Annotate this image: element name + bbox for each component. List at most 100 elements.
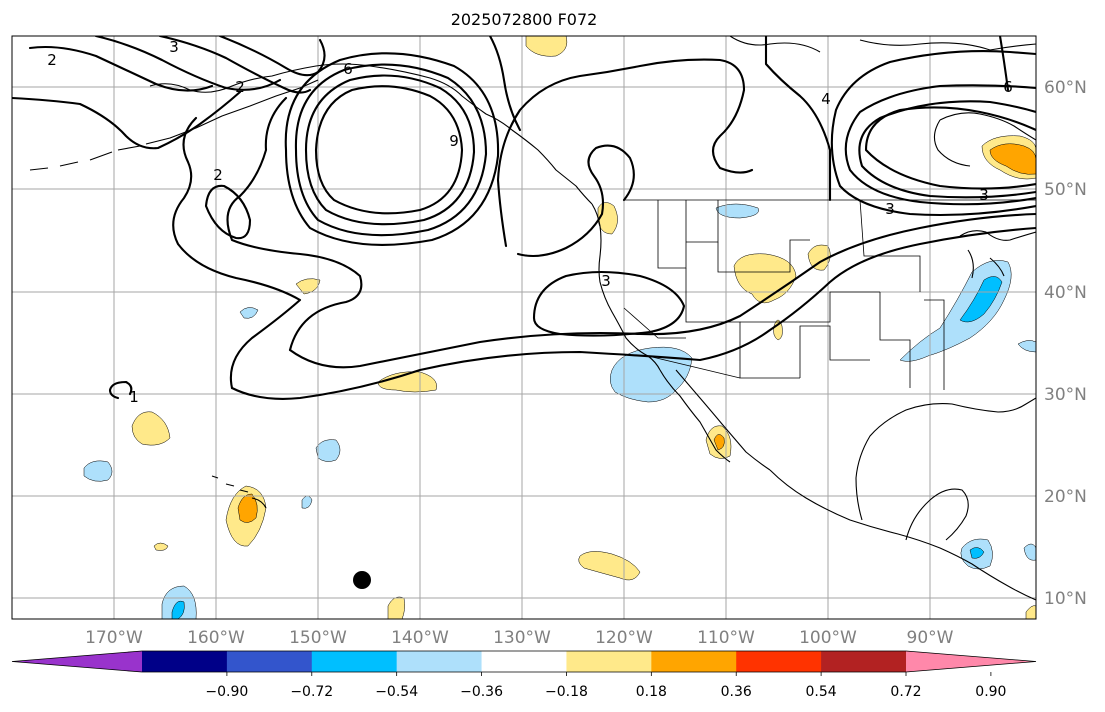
lon-label: 140°W bbox=[391, 628, 449, 648]
colorbar-tick-label: −0.36 bbox=[460, 684, 503, 700]
colorbar-tick-label: 0.36 bbox=[721, 684, 752, 700]
contour-lines bbox=[12, 36, 1036, 400]
anomaly-yellow-south-2 bbox=[578, 551, 641, 581]
anomaly-blue-east-edge-2 bbox=[1017, 340, 1036, 353]
colorbar-extend-low bbox=[12, 651, 142, 672]
lon-label: 170°W bbox=[85, 628, 143, 648]
colorbar-tick-label: −0.72 bbox=[290, 684, 333, 700]
contour-label: 3 bbox=[885, 200, 895, 218]
anomaly-blue-socal bbox=[609, 346, 693, 403]
map-background bbox=[12, 36, 1036, 619]
coast-hudson bbox=[933, 112, 1036, 167]
lon-label: 160°W bbox=[187, 628, 245, 648]
lon-label: 90°W bbox=[907, 628, 954, 648]
colorbar-tick-label: 0.90 bbox=[975, 684, 1006, 700]
colorbar-tick-label: 0.72 bbox=[890, 684, 921, 700]
tropical-cyclone-marker bbox=[353, 571, 371, 589]
coast-yucatan bbox=[905, 488, 969, 541]
contour-inner-west bbox=[218, 36, 326, 77]
contour-subtropical-outer bbox=[172, 116, 302, 390]
contour-far-west-4 bbox=[158, 36, 312, 94]
coast-mexico-west bbox=[769, 469, 1036, 601]
colorbar-tick-label: −0.18 bbox=[545, 684, 588, 700]
lat-label: 50°N bbox=[1044, 180, 1087, 200]
anomaly-blue-east-pac bbox=[315, 439, 341, 462]
contour-far-west-3 bbox=[94, 36, 282, 91]
coast-great-lakes bbox=[959, 230, 1036, 279]
contour-label: 2 bbox=[213, 166, 223, 184]
lon-label: 150°W bbox=[289, 628, 347, 648]
positive-anomaly-shading bbox=[131, 36, 1036, 619]
figure-title: 2025072800 F072 bbox=[451, 10, 598, 29]
anomaly-blue-hawaii-w bbox=[83, 460, 113, 482]
coast-gulf-california bbox=[675, 369, 771, 471]
map-layers: 2 3 6 2 9 2 3 4 6 3 3 1 bbox=[12, 36, 1036, 619]
coast-gulf-mexico bbox=[855, 397, 1036, 521]
anomaly-yellow-south-1 bbox=[153, 542, 169, 551]
contour-label: 3 bbox=[601, 272, 611, 290]
contour-3-closed bbox=[532, 270, 686, 337]
contour-label: 3 bbox=[169, 38, 179, 56]
colorbar-segment bbox=[311, 651, 398, 672]
contour-west-coast-2 bbox=[516, 144, 635, 258]
colorbar-segment bbox=[566, 651, 652, 672]
lon-label: 120°W bbox=[595, 628, 653, 648]
anomaly-orange-hudson bbox=[989, 143, 1036, 175]
contour-east-3 bbox=[830, 50, 1036, 217]
contour-subtropical-inner bbox=[226, 96, 363, 352]
anomaly-yellow-rockies bbox=[733, 253, 797, 304]
longitude-labels: 170°W 160°W 150°W 140°W 130°W 120°W 110°… bbox=[85, 628, 954, 648]
coast-hawaii bbox=[211, 475, 267, 509]
colorbar-tick-label: 0.18 bbox=[636, 684, 667, 700]
anomaly-blue-alaska bbox=[715, 203, 759, 219]
colorbar-segment bbox=[821, 651, 907, 672]
lat-label: 40°N bbox=[1044, 283, 1087, 303]
contour-label-group: 2 3 6 2 9 2 3 4 6 3 3 1 bbox=[47, 38, 1013, 406]
colorbar-segment bbox=[651, 651, 737, 672]
coast-arctic bbox=[729, 36, 1036, 53]
contour-northeast bbox=[764, 36, 832, 202]
contour-label: 6 bbox=[1003, 78, 1013, 96]
lon-label: 100°W bbox=[799, 628, 857, 648]
contour-label: 6 bbox=[343, 60, 353, 78]
anomaly-blue-east-edge bbox=[1023, 543, 1036, 561]
contour-label: 9 bbox=[449, 132, 459, 150]
colorbar: −0.90 −0.72 −0.54 −0.36 −0.18 0.18 0.36 0.54 0.7… bbox=[11, 650, 1037, 700]
contour-label: 4 bbox=[821, 90, 831, 108]
negative-anomaly-shading bbox=[83, 203, 1036, 619]
contour-north-coast bbox=[488, 36, 522, 132]
lat-label: 10°N bbox=[1044, 589, 1087, 609]
colorbar-tick-label: −0.54 bbox=[375, 684, 418, 700]
anomaly-cyan-central-america bbox=[969, 547, 985, 559]
lat-label: 20°N bbox=[1044, 487, 1087, 507]
anomaly-yellow-hawaii-nw bbox=[131, 411, 171, 446]
colorbar-segment bbox=[736, 651, 822, 672]
contour-band-2 bbox=[288, 212, 1036, 369]
anomaly-orange-hawaii bbox=[237, 493, 258, 523]
anomaly-cyan-south bbox=[171, 600, 185, 619]
contour-high-center-4 bbox=[284, 52, 500, 246]
anomaly-yellow-pacific-mid bbox=[377, 371, 437, 393]
coast-us-west bbox=[591, 203, 661, 371]
anomaly-yellow-se-corner bbox=[1025, 605, 1036, 619]
contour-west-coast bbox=[496, 58, 754, 248]
contour-high-center-1 bbox=[314, 85, 464, 215]
contour-band-1 bbox=[230, 226, 1036, 400]
coast-alaska-south bbox=[149, 63, 593, 205]
anomaly-yellow-small-1 bbox=[295, 278, 321, 295]
contour-label: 3 bbox=[979, 186, 989, 204]
coastlines bbox=[29, 36, 1036, 601]
lat-label: 60°N bbox=[1044, 78, 1087, 98]
anomaly-yellow-north-coast bbox=[525, 36, 568, 57]
colorbar-segment bbox=[481, 651, 567, 672]
anomaly-blue-small-2 bbox=[301, 495, 313, 509]
contour-label: 2 bbox=[235, 78, 245, 96]
contour-east-2 bbox=[844, 84, 1036, 206]
map-frame bbox=[11, 35, 1037, 620]
contour-label: 1 bbox=[129, 388, 139, 406]
contour-east-4 bbox=[858, 100, 1036, 199]
contour-1-closed bbox=[108, 380, 133, 400]
colorbar-extend-high bbox=[906, 651, 1036, 672]
colorbar-tick-label: 0.54 bbox=[806, 684, 837, 700]
contour-east-1 bbox=[864, 106, 1036, 190]
